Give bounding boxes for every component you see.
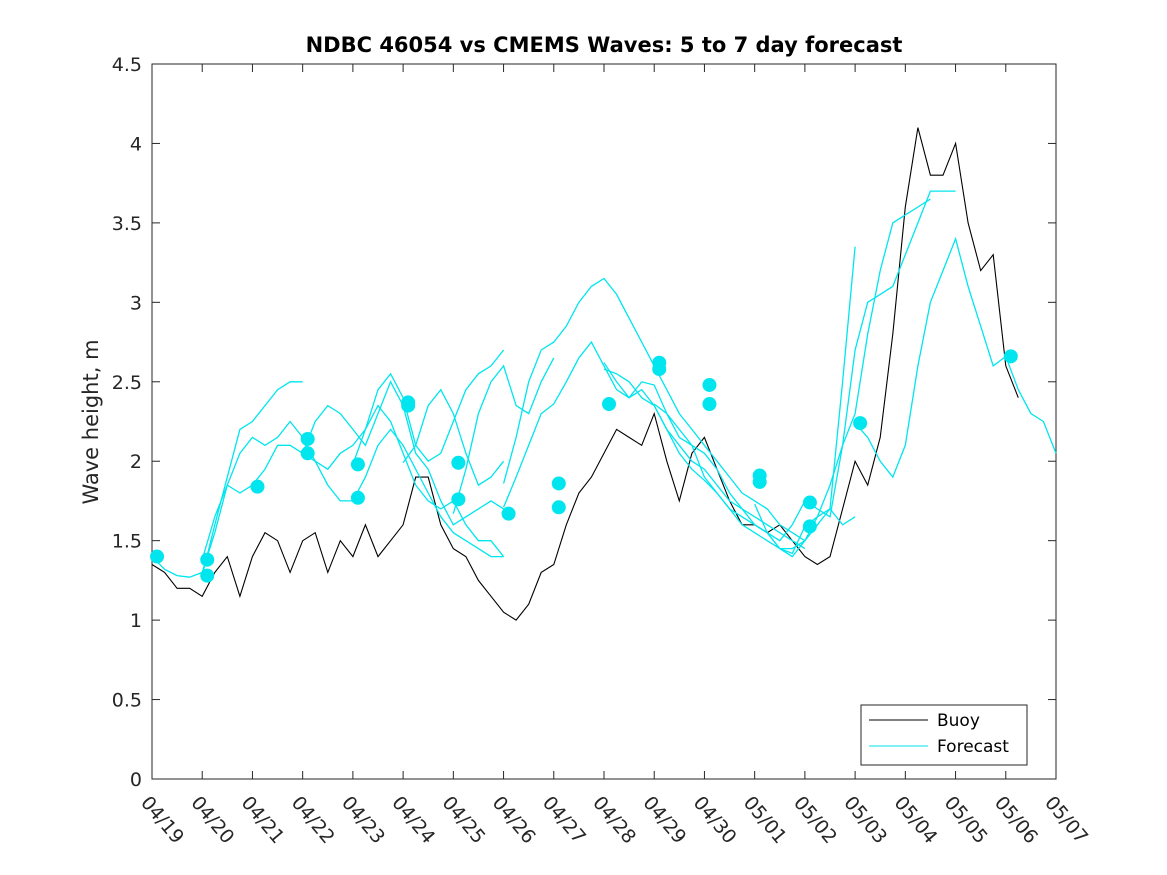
forecast-series-line: [653, 246, 856, 555]
forecast-marker: [300, 431, 315, 446]
forecast-marker: [802, 495, 817, 510]
y-tick-label: 1: [130, 610, 142, 632]
forecast-marker: [250, 479, 265, 494]
forecast-series-line: [452, 357, 555, 514]
forecast-marker: [551, 476, 566, 491]
forecast-marker: [150, 549, 165, 564]
forecast-series-line: [352, 349, 505, 465]
forecast-marker: [350, 490, 365, 505]
legend: Buoy Forecast: [860, 704, 1028, 766]
series-layer: [150, 127, 1057, 621]
forecast-marker: [702, 377, 717, 392]
forecast-marker: [501, 506, 516, 521]
y-axis: 0 0.5 1 1.5 2 2.5 3 3.5 4 4.5: [112, 54, 1056, 791]
y-tick-label: 1.5: [112, 531, 142, 553]
forecast-marker: [802, 519, 817, 534]
forecast-marker: [451, 455, 466, 470]
forecast-marker: [853, 416, 868, 431]
forecast-series-line: [151, 428, 504, 578]
plot-area: [151, 63, 1057, 780]
y-tick-label: 3.5: [112, 213, 142, 235]
legend-box: [860, 704, 1028, 766]
forecast-marker: [551, 500, 566, 515]
forecast-marker: [752, 474, 767, 489]
forecast-marker: [350, 457, 365, 472]
chart-title: NDBC 46054 vs CMEMS Waves: 5 to 7 day fo…: [306, 33, 903, 57]
forecast-marker: [702, 397, 717, 412]
forecast-marker: [200, 568, 215, 583]
forecast-marker: [200, 552, 215, 567]
buoy-series-line: [151, 127, 1019, 621]
forecast-marker: [652, 362, 667, 377]
y-tick-label: 3: [130, 292, 142, 314]
forecast-series-line: [201, 381, 303, 576]
forecast-series-line: [754, 198, 931, 558]
forecast-series-line: [854, 236, 1057, 479]
y-tick-label: 2.5: [112, 372, 142, 394]
y-tick-label: 2: [130, 451, 142, 473]
legend-buoy-label: Buoy: [937, 711, 980, 731]
forecast-marker: [451, 492, 466, 507]
forecast-marker: [401, 398, 416, 413]
legend-forecast-label: Forecast: [937, 737, 1009, 757]
forecast-series-line: [402, 388, 505, 487]
forecast-series-line: [603, 190, 956, 542]
forecast-marker: [1003, 349, 1018, 364]
y-tick-label: 0.5: [112, 690, 142, 712]
y-tick-label: 4.5: [112, 54, 142, 76]
y-axis-label: Wave height, m: [79, 339, 103, 504]
forecast-series-line: [502, 340, 806, 550]
forecast-marker: [602, 397, 617, 412]
y-tick-label: 4: [130, 133, 142, 155]
y-tick-label: 0: [130, 769, 142, 791]
forecast-marker: [300, 446, 315, 461]
